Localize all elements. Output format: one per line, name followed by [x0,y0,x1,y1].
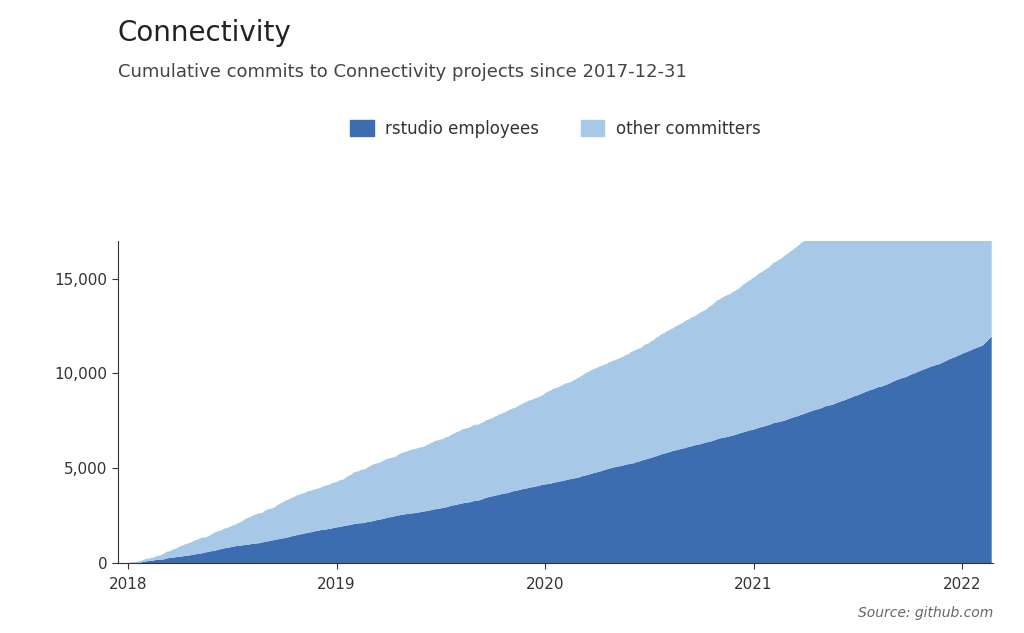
Text: Source: github.com: Source: github.com [858,606,993,620]
Legend: rstudio employees, other committers: rstudio employees, other committers [344,113,767,144]
Text: Cumulative commits to Connectivity projects since 2017-12-31: Cumulative commits to Connectivity proje… [118,63,687,81]
Text: Connectivity: Connectivity [118,19,292,47]
